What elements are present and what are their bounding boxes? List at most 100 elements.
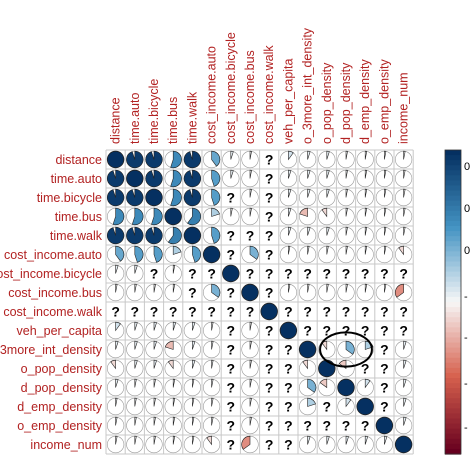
- column-label: income_num: [397, 72, 411, 144]
- insignificant-marker: ?: [265, 380, 274, 396]
- pie-mark: [151, 207, 163, 226]
- pie-mark: [115, 321, 121, 332]
- colorbar-segment: [445, 312, 461, 318]
- insignificant-marker: ?: [323, 418, 332, 434]
- insignificant-marker: ?: [323, 304, 332, 320]
- insignificant-marker: ?: [227, 437, 236, 453]
- row-label: cost_income.bicycle: [0, 267, 102, 281]
- pie-mark: [230, 150, 234, 160]
- pie-mark: [134, 378, 137, 388]
- colorbar-segment: [445, 195, 461, 202]
- insignificant-marker: ?: [111, 304, 120, 320]
- pie-mark: [211, 150, 221, 167]
- insignificant-marker: ?: [399, 323, 408, 339]
- pie-mark: [249, 169, 252, 179]
- pie-mark: [384, 283, 387, 293]
- pie-mark: [192, 435, 195, 445]
- pie-mark: [375, 416, 394, 435]
- colorbar-segment: [445, 251, 461, 257]
- colorbar-segment: [445, 307, 461, 313]
- colorbar-segment: [445, 291, 461, 298]
- colorbar-tick-label: -: [464, 332, 468, 344]
- insignificant-marker: ?: [399, 266, 408, 282]
- column-label: o_3more_int_density: [301, 27, 315, 144]
- pie-mark: [288, 283, 291, 293]
- insignificant-marker: ?: [227, 247, 236, 263]
- insignificant-marker: ?: [265, 361, 274, 377]
- pie-mark: [384, 207, 387, 217]
- insignificant-marker: ?: [246, 304, 255, 320]
- insignificant-marker: ?: [284, 380, 293, 396]
- pie-mark: [319, 378, 328, 389]
- colorbar-segment: [445, 246, 461, 252]
- pie-mark: [115, 340, 119, 350]
- pie-mark: [249, 378, 252, 388]
- pie-mark: [183, 169, 201, 188]
- insignificant-marker: ?: [303, 418, 312, 434]
- colorbar-segment: [445, 241, 461, 247]
- pie-mark: [183, 150, 201, 169]
- colorbar-segment: [445, 261, 461, 268]
- pie-mark: [345, 188, 348, 198]
- pie-mark: [115, 378, 119, 388]
- insignificant-marker: ?: [227, 399, 236, 415]
- insignificant-marker: ?: [227, 342, 236, 358]
- colorbar-segment: [445, 322, 461, 328]
- pie-mark: [206, 435, 212, 446]
- colorbar-segment: [445, 160, 461, 166]
- pie-mark: [134, 359, 138, 369]
- insignificant-marker: ?: [380, 361, 389, 377]
- colorbar-segment: [445, 357, 461, 364]
- insignificant-marker: ?: [380, 323, 389, 339]
- column-label: o_emp_density: [377, 58, 391, 144]
- pie-mark: [326, 169, 330, 179]
- colorbar-segment: [445, 398, 461, 404]
- insignificant-marker: ?: [188, 266, 197, 282]
- pie-mark: [307, 245, 310, 255]
- colorbar-segment: [445, 362, 461, 369]
- colorbar-segment: [445, 220, 461, 227]
- pie-mark: [187, 207, 201, 226]
- pie-mark: [302, 359, 308, 370]
- insignificant-marker: ?: [284, 304, 293, 320]
- column-label: cost_income.auto: [205, 46, 219, 144]
- colorbar-segment: [445, 150, 461, 156]
- insignificant-marker: ?: [265, 285, 274, 301]
- pie-mark: [134, 435, 137, 445]
- insignificant-marker: ?: [265, 228, 274, 244]
- pie-mark: [364, 169, 368, 179]
- insignificant-marker: ?: [169, 304, 178, 320]
- pie-mark: [153, 321, 157, 331]
- insignificant-marker: ?: [131, 304, 140, 320]
- insignificant-marker: ?: [150, 266, 159, 282]
- pie-mark: [326, 245, 329, 255]
- colorbar-segment: [445, 175, 461, 181]
- column-labels: distance time.auto time.bicycle time.bus tim…: [109, 27, 411, 144]
- pie-mark: [249, 340, 252, 350]
- pie-mark: [153, 416, 156, 426]
- pie-mark: [326, 150, 330, 160]
- colorbar-segment: [445, 256, 461, 263]
- pie-mark: [172, 245, 182, 255]
- row-label: d_pop_density: [21, 381, 103, 395]
- colorbar-segment: [445, 296, 461, 303]
- pie-mark: [107, 169, 125, 188]
- colorbar-segment: [445, 286, 461, 293]
- pie-mark: [153, 340, 157, 350]
- colorbar-tick-label: 0: [464, 245, 470, 257]
- colorbar-segment: [445, 428, 461, 435]
- pie-mark: [202, 245, 221, 264]
- pie-mark: [307, 226, 311, 236]
- column-label: time.bus: [166, 97, 180, 144]
- insignificant-marker: ?: [227, 190, 236, 206]
- insignificant-marker: ?: [284, 437, 293, 453]
- pie-mark: [222, 264, 240, 283]
- pie-mark: [192, 359, 196, 369]
- insignificant-marker: ?: [207, 266, 216, 282]
- pie-mark: [172, 321, 177, 331]
- pie-mark: [403, 207, 406, 217]
- pie-mark: [337, 378, 355, 397]
- row-label: distance: [55, 153, 102, 167]
- pie-mark: [115, 435, 118, 445]
